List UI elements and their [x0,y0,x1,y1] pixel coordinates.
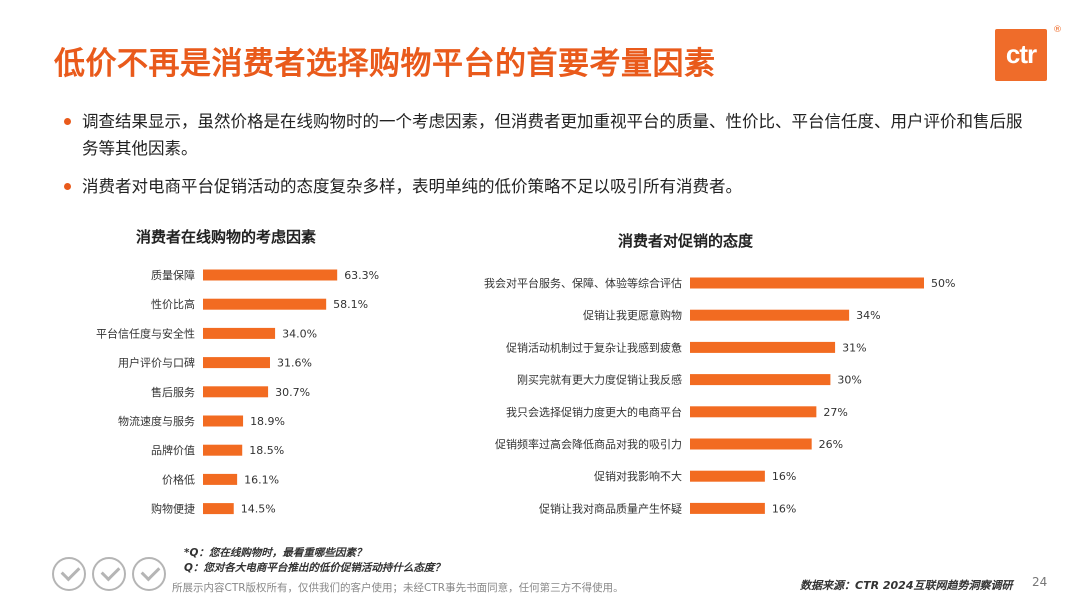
footnote-question-2: Q：您对各大电商平台推出的低价促销活动持什么态度？ [184,562,445,574]
bar [203,298,327,310]
value-label: 63.3% [344,269,379,282]
category-label: 质量保障 [151,268,195,282]
category-label: 品牌价值 [151,443,195,457]
bar [690,277,924,289]
category-label: 平台信任度与安全性 [96,326,195,340]
category-label: 性价比高 [151,297,195,311]
copyright-notice: 所展示内容CTR版权所有，仅供我们的客户使用；未经CTR事先书面同意，任何第三方… [172,582,624,594]
bar [690,374,831,386]
value-label: 27% [823,406,847,419]
bar [203,269,338,281]
sgs-seal-icon [52,557,86,591]
category-label: 售后服务 [151,385,195,399]
value-label: 16% [772,502,796,515]
bar [690,309,850,321]
bar [690,470,765,482]
value-label: 30.7% [275,386,310,399]
bar [203,503,234,515]
bar [203,444,243,456]
category-label: 促销频率过高会降低商品对我的吸引力 [495,437,682,451]
bullet-list: 调查结果显示，虽然价格是在线购物时的一个考虑因素，但消费者更加重视平台的质量、性… [64,108,1024,211]
category-label: 促销让我对商品质量产生怀疑 [539,501,682,515]
bar [690,438,812,450]
bar [690,502,765,514]
value-label: 31.6% [277,357,312,370]
category-label: 用户评价与口碑 [118,356,195,370]
bullet-item: 消费者对电商平台促销活动的态度复杂多样，表明单纯的低价策略不足以吸引所有消费者。 [64,173,1024,200]
footnote-question-1: *Q：您在线购物时，最看重哪些因素？ [184,547,367,559]
category-label: 价格低 [162,472,195,486]
registered-mark: ® [1053,25,1062,35]
category-label: 购物便捷 [151,502,195,516]
right-chart-title: 消费者对促销的态度 [618,232,754,250]
category-label: 物流速度与服务 [118,414,195,428]
value-label: 26% [819,438,843,451]
value-label: 14.5% [241,503,276,516]
value-label: 34% [856,309,880,322]
sgs-seal-icon [92,557,126,591]
value-label: 30% [837,374,861,387]
bar [203,327,276,339]
value-label: 16% [772,470,796,483]
value-label: 31% [842,341,866,354]
category-label: 刚买完就有更大力度促销让我反感 [517,373,682,387]
category-label: 我会对平台服务、保障、体验等综合评估 [484,276,682,290]
value-label: 58.1% [333,298,368,311]
ctr-logo: ctr [995,29,1047,81]
bar [203,357,270,369]
data-source: 数据来源：CTR 2024互联网趋势洞察调研 [800,579,1013,592]
value-label: 18.5% [249,444,284,457]
logo-text: ctr [1005,39,1037,69]
bar [203,473,238,485]
category-label: 我只会选择促销力度更大的电商平台 [506,405,682,419]
page-number: 24 [1032,575,1048,589]
value-label: 34.0% [282,327,317,340]
value-label: 50% [931,277,955,290]
category-label: 促销对我影响不大 [594,469,682,483]
bar [203,386,269,398]
category-label: 促销让我更愿意购物 [583,308,682,322]
bar [690,406,817,418]
value-label: 16.1% [244,473,279,486]
category-label: 促销活动机制过于复杂让我感到疲惫 [506,340,682,354]
bar [690,341,836,353]
page-title: 低价不再是消费者选择购物平台的首要考量因素 [54,46,716,82]
sgs-seal-icon [132,557,166,591]
bar [203,415,244,427]
left-chart-title: 消费者在线购物的考虑因素 [136,228,317,246]
bullet-item: 调查结果显示，虽然价格是在线购物时的一个考虑因素，但消费者更加重视平台的质量、性… [64,108,1024,162]
value-label: 18.9% [250,415,285,428]
